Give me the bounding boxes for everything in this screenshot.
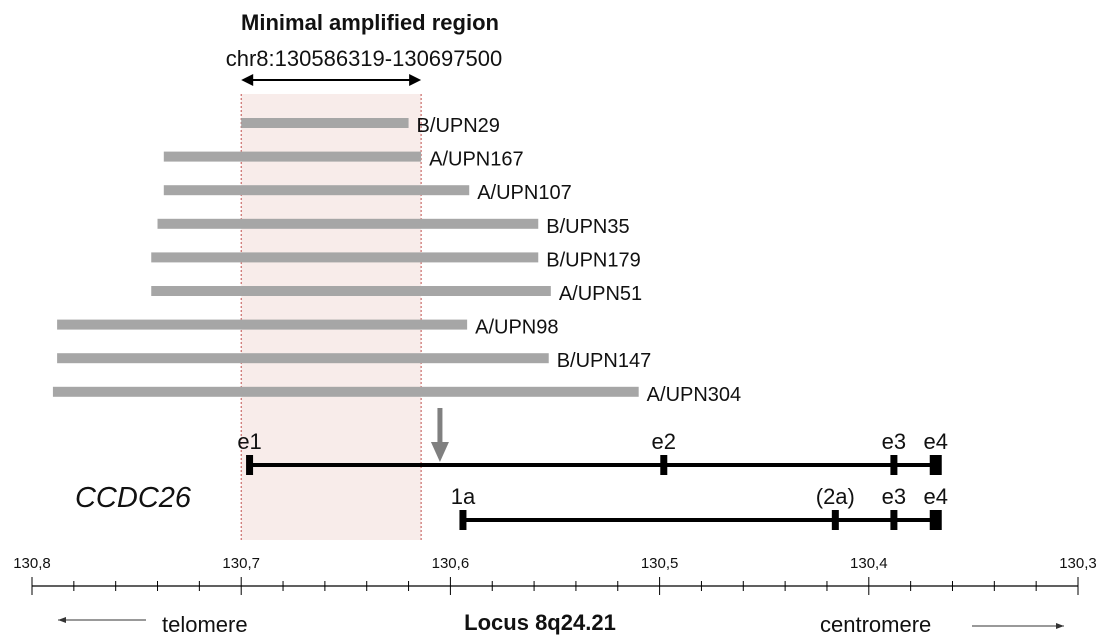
segment-bar [151,252,539,263]
exon-block [929,455,942,475]
span-arrow-head-left [241,74,254,86]
axis-tick-label: 130,6 [432,555,470,572]
exon-label: e1 [237,429,261,454]
segment-bar [151,286,551,296]
axis-tick-label: 130,5 [641,555,679,572]
region-coordinates: chr8:130586319-130697500 [226,46,502,71]
segment-bar [52,386,639,397]
axis-tick-label: 130,7 [222,555,260,572]
exon-label: e4 [924,429,948,454]
segment-label: B/UPN35 [546,216,629,238]
segment-label: A/UPN107 [477,182,572,204]
gene-name: CCDC26 [75,482,192,514]
breakpoint-arrow [430,408,449,462]
exon-label: e2 [652,429,676,454]
region-title: Minimal amplified region [241,10,499,35]
segment-bar [241,118,409,128]
segment-bar [57,319,468,330]
centromere-arrow-head [1056,623,1064,629]
segment-bar [163,185,470,196]
exon-block [890,455,898,475]
segment-label: A/UPN167 [429,149,524,171]
axis-tick-label: 130,8 [13,555,51,572]
exon-label: (2a) [816,484,855,509]
exon-label: e3 [882,484,906,509]
exon-label: e4 [924,484,948,509]
locus-label: Locus 8q24.21 [464,610,616,635]
centromere-label: centromere [820,612,931,637]
region-span-arrow [241,74,422,86]
segment-label: A/UPN304 [647,384,742,406]
telomere-label: telomere [162,612,248,637]
segment-label: A/UPN98 [475,317,558,339]
segment-label: B/UPN179 [546,249,641,271]
exon-block [246,455,254,475]
amplified-segments: B/UPN29 A/UPN167 A/UPN107 B/UPN35 B/UPN179 A/… [52,115,742,406]
genomic-axis: 130,8 130,7 130,6 130,5 130,4 130,3 [13,555,1097,595]
exon-label: 1a [451,484,476,509]
segment-bar [163,151,422,162]
telomere-arrow-head [58,617,66,623]
exon-block [831,510,839,530]
segment-bar [57,353,549,364]
segment-label: A/UPN51 [559,283,642,305]
exon-block [459,510,467,530]
segment-label: B/UPN147 [557,350,652,372]
segment-label: B/UPN29 [417,115,500,137]
exon-block [890,510,898,530]
segment-bar [157,218,539,229]
gene-transcripts: e1 e2 e3 e4 1a (2a) e3 e4 [237,429,948,530]
exon-label: e3 [882,429,906,454]
exon-block [660,455,668,475]
span-arrow-head-right [409,74,422,86]
breakpoint-arrow-head [430,442,449,462]
exon-block [929,510,942,530]
axis-tick-label: 130,3 [1059,555,1097,572]
axis-tick-label: 130,4 [850,555,888,572]
